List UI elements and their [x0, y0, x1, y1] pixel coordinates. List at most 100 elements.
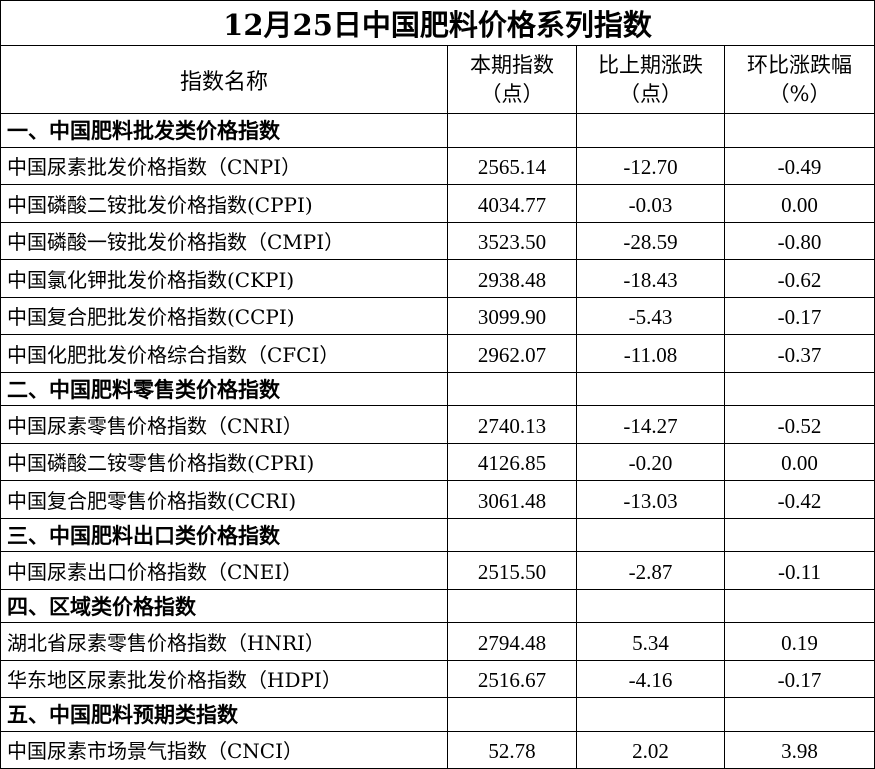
section-row: 三、中国肥料出口类价格指数: [0, 517, 875, 552]
empty-cell: [447, 697, 577, 732]
title-row: 12月25日中国肥料价格系列指数: [0, 0, 875, 46]
change-cell: -14.27: [576, 405, 725, 444]
change-cell: -11.08: [576, 334, 725, 373]
current-index-cell: 3523.50: [447, 221, 577, 260]
change-cell: -28.59: [576, 221, 725, 260]
current-index-cell: 4126.85: [447, 442, 577, 481]
table-row: 中国磷酸二铵批发价格指数(CPPI) 4034.77 -0.03 0.00: [0, 184, 875, 223]
current-index-cell: 3099.90: [447, 296, 577, 335]
index-name-cell: 湖北省尿素零售价格指数（HNRI）: [0, 622, 448, 661]
change-cell: -2.87: [576, 551, 725, 590]
empty-cell: [576, 113, 725, 148]
header-current-unit: （点）: [480, 81, 544, 106]
header-index-name: 指数名称: [0, 45, 448, 114]
empty-cell: [576, 697, 725, 732]
header-change: 比上期涨跌 （点）: [576, 45, 725, 114]
table-row: 中国磷酸一铵批发价格指数（CMPI） 3523.50 -28.59 -0.80: [0, 221, 875, 260]
empty-cell: [723, 588, 875, 623]
index-name-cell: 中国氯化钾批发价格指数(CKPI): [0, 259, 448, 298]
change-cell: 2.02: [576, 730, 725, 769]
header-pct-unit: （%）: [768, 81, 831, 106]
change-cell: -18.43: [576, 259, 725, 298]
current-index-cell: 2740.13: [447, 405, 577, 444]
section-row: 五、中国肥料预期类指数: [0, 697, 875, 732]
table-row: 中国尿素批发价格指数（CNPI） 2565.14 -12.70 -0.49: [0, 146, 875, 185]
change-cell: -4.16: [576, 659, 725, 698]
change-cell: -0.03: [576, 184, 725, 223]
current-index-cell: 2516.67: [447, 659, 577, 698]
header-current-index: 本期指数 （点）: [447, 45, 577, 114]
section-title: 三、中国肥料出口类价格指数: [0, 517, 448, 552]
empty-cell: [723, 113, 875, 148]
change-cell: -12.70: [576, 146, 725, 185]
table-row: 华东地区尿素批发价格指数（HDPI） 2516.67 -4.16 -0.17: [0, 659, 875, 698]
current-index-cell: 52.78: [447, 730, 577, 769]
table-row: 中国复合肥批发价格指数(CCPI) 3099.90 -5.43 -0.17: [0, 296, 875, 335]
header-row: 指数名称 本期指数 （点） 比上期涨跌 （点） 环比涨跌幅 （%）: [0, 45, 875, 114]
section-title: 二、中国肥料零售类价格指数: [0, 371, 448, 406]
pct-change-cell: 0.19: [723, 622, 875, 661]
index-name-cell: 中国尿素批发价格指数（CNPI）: [0, 146, 448, 185]
empty-cell: [447, 588, 577, 623]
index-name-cell: 中国复合肥批发价格指数(CCPI): [0, 296, 448, 335]
table-row: 中国化肥批发价格综合指数（CFCI） 2962.07 -11.08 -0.37: [0, 334, 875, 373]
pct-change-cell: -0.17: [723, 659, 875, 698]
current-index-cell: 2794.48: [447, 622, 577, 661]
header-change-unit: （点）: [619, 81, 682, 106]
change-cell: -13.03: [576, 480, 725, 519]
empty-cell: [447, 371, 577, 406]
table-row: 中国尿素出口价格指数（CNEI） 2515.50 -2.87 -0.11: [0, 551, 875, 590]
index-name-cell: 中国复合肥零售价格指数(CCRI): [0, 480, 448, 519]
index-name-cell: 中国尿素出口价格指数（CNEI）: [0, 551, 448, 590]
empty-cell: [723, 697, 875, 732]
section-row: 二、中国肥料零售类价格指数: [0, 371, 875, 406]
empty-cell: [723, 517, 875, 552]
section-title: 一、中国肥料批发类价格指数: [0, 113, 448, 148]
header-pct-label: 环比涨跌幅: [747, 52, 853, 77]
pct-change-cell: -0.62: [723, 259, 875, 298]
header-change-label: 比上期涨跌: [598, 52, 703, 77]
pct-change-cell: -0.49: [723, 146, 875, 185]
pct-change-cell: 0.00: [723, 184, 875, 223]
current-index-cell: 3061.48: [447, 480, 577, 519]
page-title: 12月25日中国肥料价格系列指数: [0, 0, 875, 46]
current-index-cell: 2962.07: [447, 334, 577, 373]
empty-cell: [447, 517, 577, 552]
index-name-cell: 中国磷酸二铵批发价格指数(CPPI): [0, 184, 448, 223]
header-pct-change: 环比涨跌幅 （%）: [723, 45, 875, 114]
section-row: 一、中国肥料批发类价格指数: [0, 113, 875, 148]
index-name-cell: 中国尿素市场景气指数（CNCI）: [0, 730, 448, 769]
pct-change-cell: 3.98: [723, 730, 875, 769]
pct-change-cell: -0.37: [723, 334, 875, 373]
section-title: 五、中国肥料预期类指数: [0, 697, 448, 732]
pct-change-cell: -0.17: [723, 296, 875, 335]
index-name-cell: 中国磷酸二铵零售价格指数(CPRI): [0, 442, 448, 481]
change-cell: 5.34: [576, 622, 725, 661]
current-index-cell: 2515.50: [447, 551, 577, 590]
change-cell: -0.20: [576, 442, 725, 481]
index-name-cell: 华东地区尿素批发价格指数（HDPI）: [0, 659, 448, 698]
change-cell: -5.43: [576, 296, 725, 335]
index-name-cell: 中国尿素零售价格指数（CNRI）: [0, 405, 448, 444]
current-index-cell: 4034.77: [447, 184, 577, 223]
index-name-cell: 中国磷酸一铵批发价格指数（CMPI）: [0, 221, 448, 260]
index-name-cell: 中国化肥批发价格综合指数（CFCI）: [0, 334, 448, 373]
table-row: 中国尿素市场景气指数（CNCI） 52.78 2.02 3.98: [0, 730, 875, 769]
section-title: 四、区域类价格指数: [0, 588, 448, 623]
pct-change-cell: 0.00: [723, 442, 875, 481]
current-index-cell: 2938.48: [447, 259, 577, 298]
empty-cell: [576, 371, 725, 406]
table-row: 中国尿素零售价格指数（CNRI） 2740.13 -14.27 -0.52: [0, 405, 875, 444]
table-row: 中国磷酸二铵零售价格指数(CPRI) 4126.85 -0.20 0.00: [0, 442, 875, 481]
empty-cell: [723, 371, 875, 406]
header-current-label: 本期指数: [470, 52, 554, 77]
empty-cell: [576, 517, 725, 552]
empty-cell: [447, 113, 577, 148]
pct-change-cell: -0.11: [723, 551, 875, 590]
current-index-cell: 2565.14: [447, 146, 577, 185]
pct-change-cell: -0.52: [723, 405, 875, 444]
section-row: 四、区域类价格指数: [0, 588, 875, 623]
pct-change-cell: -0.80: [723, 221, 875, 260]
pct-change-cell: -0.42: [723, 480, 875, 519]
